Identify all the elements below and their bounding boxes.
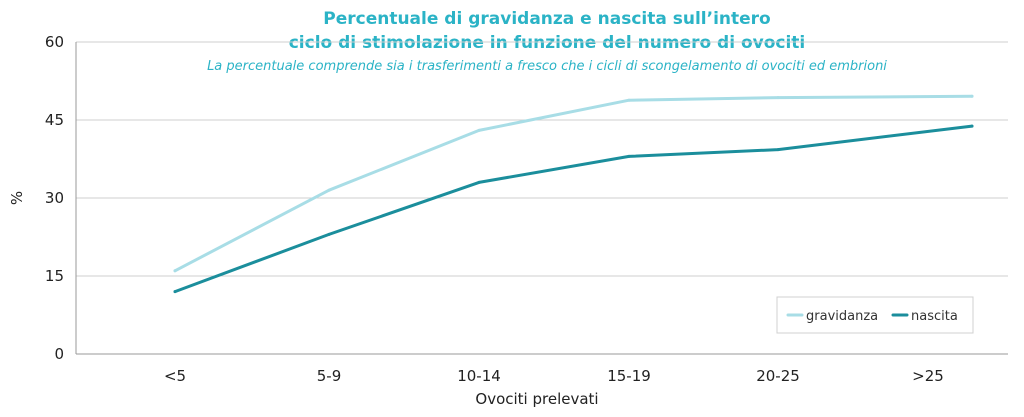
- y-tick-label: 0: [54, 345, 64, 363]
- series-lines: [173, 94, 974, 294]
- data-point-nascita: [477, 180, 481, 184]
- data-point-gravidanza: [970, 94, 974, 98]
- legend: gravidanza nascita: [776, 296, 974, 334]
- grid: [75, 41, 1008, 355]
- data-point-gravidanza: [776, 96, 780, 100]
- series-line-nascita: [173, 124, 974, 294]
- x-tick-label: 5-9: [317, 367, 342, 385]
- chart-subtitle: La percentuale comprende sia i trasferim…: [207, 59, 887, 74]
- x-axis-label: Ovociti prelevati: [475, 390, 598, 408]
- data-point-gravidanza: [173, 269, 177, 273]
- data-point-nascita: [776, 148, 780, 152]
- data-point-nascita: [627, 154, 631, 158]
- x-tick-label: 20-25: [756, 367, 800, 385]
- data-point-nascita: [327, 232, 331, 236]
- y-axis-label: %: [8, 191, 26, 205]
- x-tick-label: 10-14: [457, 367, 501, 385]
- legend-label-nascita: nascita: [911, 309, 958, 324]
- chart-title-line-2: ciclo di stimolazione in funzione del nu…: [289, 33, 806, 53]
- data-point-gravidanza: [327, 188, 331, 192]
- y-tick-label: 60: [45, 33, 64, 51]
- y-tick-label: 30: [45, 189, 64, 207]
- data-point-nascita: [173, 290, 177, 294]
- chart-title-line-1: Percentuale di gravidanza e nascita sull…: [323, 9, 770, 29]
- data-point-gravidanza: [477, 128, 481, 132]
- y-tick-label: 45: [45, 111, 64, 129]
- legend-box: [776, 296, 974, 334]
- x-tick-label: <5: [164, 367, 186, 385]
- data-point-nascita: [970, 124, 974, 128]
- data-point-gravidanza: [627, 98, 631, 102]
- legend-label-gravidanza: gravidanza: [806, 309, 878, 324]
- x-tick-label: >25: [912, 367, 944, 385]
- y-tick-label: 15: [45, 267, 64, 285]
- x-tick-label: 15-19: [607, 367, 651, 385]
- series-line-gravidanza: [173, 94, 974, 273]
- y-ticks: 0 15 30 45 60: [45, 33, 64, 363]
- x-ticks: <5 5-9 10-14 15-19 20-25 >25: [164, 367, 944, 385]
